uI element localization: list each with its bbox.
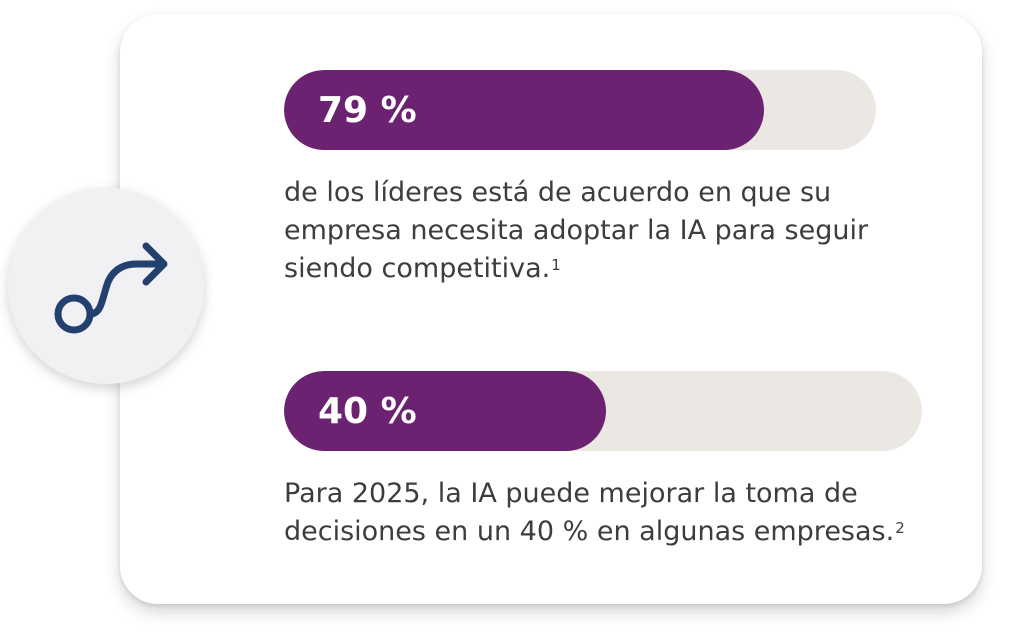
footnote-marker: 2 bbox=[895, 519, 905, 537]
icon-badge bbox=[8, 188, 204, 384]
progress-fill: 79 % bbox=[284, 70, 764, 150]
stat-description-text: Para 2025, la IA puede mejorar la toma d… bbox=[284, 478, 895, 547]
stat-block-1: 79 % de los líderes está de acuerdo en q… bbox=[284, 70, 876, 288]
footnote-marker: 1 bbox=[551, 256, 561, 274]
stat-block-2: 40 % Para 2025, la IA puede mejorar la t… bbox=[284, 371, 922, 551]
stat-description: de los líderes está de acuerdo en que su… bbox=[284, 174, 894, 288]
percentage-value: 79 % bbox=[318, 89, 417, 131]
stat-description: Para 2025, la IA puede mejorar la toma d… bbox=[284, 475, 924, 551]
progress-track: 40 % bbox=[284, 371, 922, 451]
progress-track: 79 % bbox=[284, 70, 876, 150]
progress-fill: 40 % bbox=[284, 371, 606, 451]
curved-arrow-icon bbox=[54, 242, 168, 334]
stat-description-text: de los líderes está de acuerdo en que su… bbox=[284, 177, 869, 284]
percentage-value: 40 % bbox=[318, 390, 417, 432]
